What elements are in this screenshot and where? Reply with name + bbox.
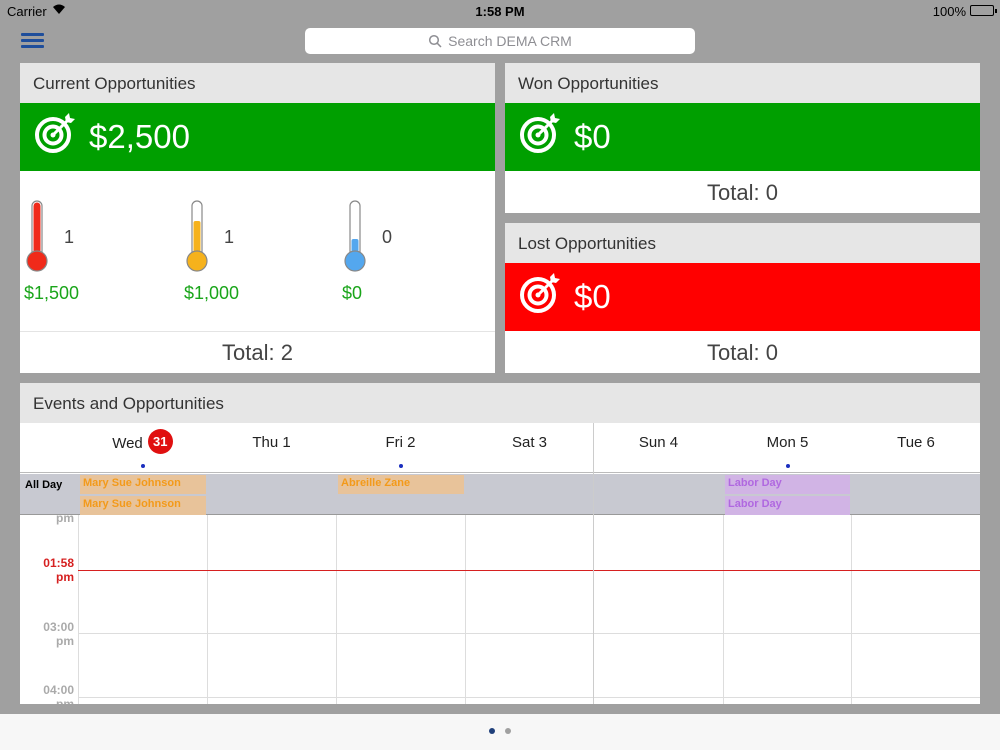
day-header-thu[interactable]: Thu 1 (207, 423, 336, 473)
card-title: Won Opportunities (505, 63, 980, 103)
event-dot (140, 464, 145, 468)
week-divider (593, 423, 594, 704)
time-label: pm (56, 697, 74, 704)
lost-amount-banner[interactable]: $0 (505, 263, 980, 331)
clock: 1:58 PM (475, 4, 525, 19)
battery-percent: 100% (932, 4, 966, 19)
day-header-mon[interactable]: Mon 5 (723, 423, 852, 473)
today-badge: 31 (147, 429, 173, 454)
day-label: Tue 6 (897, 434, 935, 451)
current-time-line (78, 570, 980, 571)
hot-amount: $1,500 (24, 283, 80, 303)
carrier-label: Carrier (7, 4, 47, 19)
won-amount-banner[interactable]: $0 (505, 103, 980, 171)
day-header-wed[interactable]: Wed 31 (78, 423, 207, 473)
warm-count: 1 (224, 227, 235, 247)
time-label: pm (56, 515, 74, 525)
time-label: 04:00 (43, 683, 74, 697)
calendar-day-header: Wed 31 Thu 1 Fri 2 Sat 3 Sun 4 Mon 5 Tue … (20, 423, 980, 473)
day-label: Thu 1 (252, 434, 291, 451)
day-label: Mon 5 (766, 434, 809, 451)
all-day-event[interactable]: Abreille Zane (338, 475, 464, 494)
day-label: Sat 3 (511, 434, 548, 451)
day-header-fri[interactable]: Fri 2 (336, 423, 465, 473)
thermometer-icon-hot (26, 200, 48, 272)
won-opportunities-card[interactable]: Won Opportunities $0 Total: 0 (505, 63, 980, 213)
current-amount-banner[interactable]: $2,500 (20, 103, 495, 171)
thermometer-icon-cold (344, 200, 366, 272)
cold-amount: $0 (342, 283, 363, 303)
warm-amount: $1,000 (184, 283, 240, 303)
now-time-label: 01:58 (43, 556, 74, 570)
cold-count: 0 (382, 227, 393, 247)
all-day-event[interactable]: Mary Sue Johnson (80, 496, 206, 515)
search-input[interactable]: Search DEMA CRM (305, 28, 695, 54)
target-icon (35, 113, 75, 161)
all-day-event[interactable]: Labor Day (725, 475, 850, 494)
thermometer-warm: 1 $1,000 (184, 199, 239, 303)
status-bar: Carrier 1:58 PM 100% (0, 0, 1000, 22)
page-indicator-active[interactable] (489, 728, 495, 734)
event-dot (398, 464, 403, 468)
lost-amount: $0 (574, 278, 611, 315)
lost-total: Total: 0 (707, 340, 778, 365)
all-day-event[interactable]: Labor Day (725, 496, 850, 515)
bottom-bar (0, 714, 1000, 750)
day-header-sat[interactable]: Sat 3 (465, 423, 594, 473)
current-amount: $2,500 (89, 118, 190, 155)
card-title: Events and Opportunities (20, 383, 980, 423)
current-opportunities-card[interactable]: Current Opportunities $2,500 1 $1,500 1 … (20, 63, 495, 373)
current-total: Total: 2 (222, 340, 293, 365)
won-total: Total: 0 (707, 180, 778, 205)
card-title: Current Opportunities (20, 63, 495, 103)
time-label: pm (56, 634, 74, 648)
search-icon (429, 34, 442, 48)
hot-count: 1 (64, 227, 75, 247)
target-icon (520, 273, 560, 321)
won-amount: $0 (574, 118, 611, 155)
day-label: Fri 2 (385, 434, 416, 451)
day-label: Wed (112, 434, 143, 452)
all-day-row: All Day Mary Sue Johnson Mary Sue Johnso… (20, 474, 980, 515)
battery-icon (970, 5, 997, 16)
thermometer-group: 1 $1,500 1 $1,000 0 $0 (20, 171, 495, 331)
time-label: 03:00 (43, 620, 74, 634)
event-dot (785, 464, 790, 468)
thermometer-hot: 1 $1,500 (24, 199, 79, 303)
wifi-icon (52, 3, 66, 18)
divider (20, 331, 495, 332)
page-indicator[interactable] (505, 728, 511, 734)
all-day-event[interactable]: Mary Sue Johnson (80, 475, 206, 494)
day-header-sun[interactable]: Sun 4 (594, 423, 723, 473)
thermometer-cold: 0 $0 (342, 199, 392, 303)
target-icon (520, 113, 560, 161)
now-time-suffix: pm (56, 570, 74, 584)
lost-opportunities-card[interactable]: Lost Opportunities $0 Total: 0 (505, 223, 980, 373)
time-grid[interactable]: pm 01:58 pm 03:00 pm 04:00 pm (20, 515, 980, 704)
thermometer-icon-warm (186, 200, 208, 272)
events-card: Events and Opportunities Wed 31 Thu 1 Fri… (20, 383, 980, 704)
card-title: Lost Opportunities (505, 223, 980, 263)
day-header-tue[interactable]: Tue 6 (852, 423, 980, 473)
search-placeholder: Search DEMA CRM (448, 33, 572, 49)
all-day-label: All Day (25, 479, 63, 491)
day-label: Sun 4 (638, 434, 679, 451)
menu-icon[interactable] (21, 33, 44, 49)
